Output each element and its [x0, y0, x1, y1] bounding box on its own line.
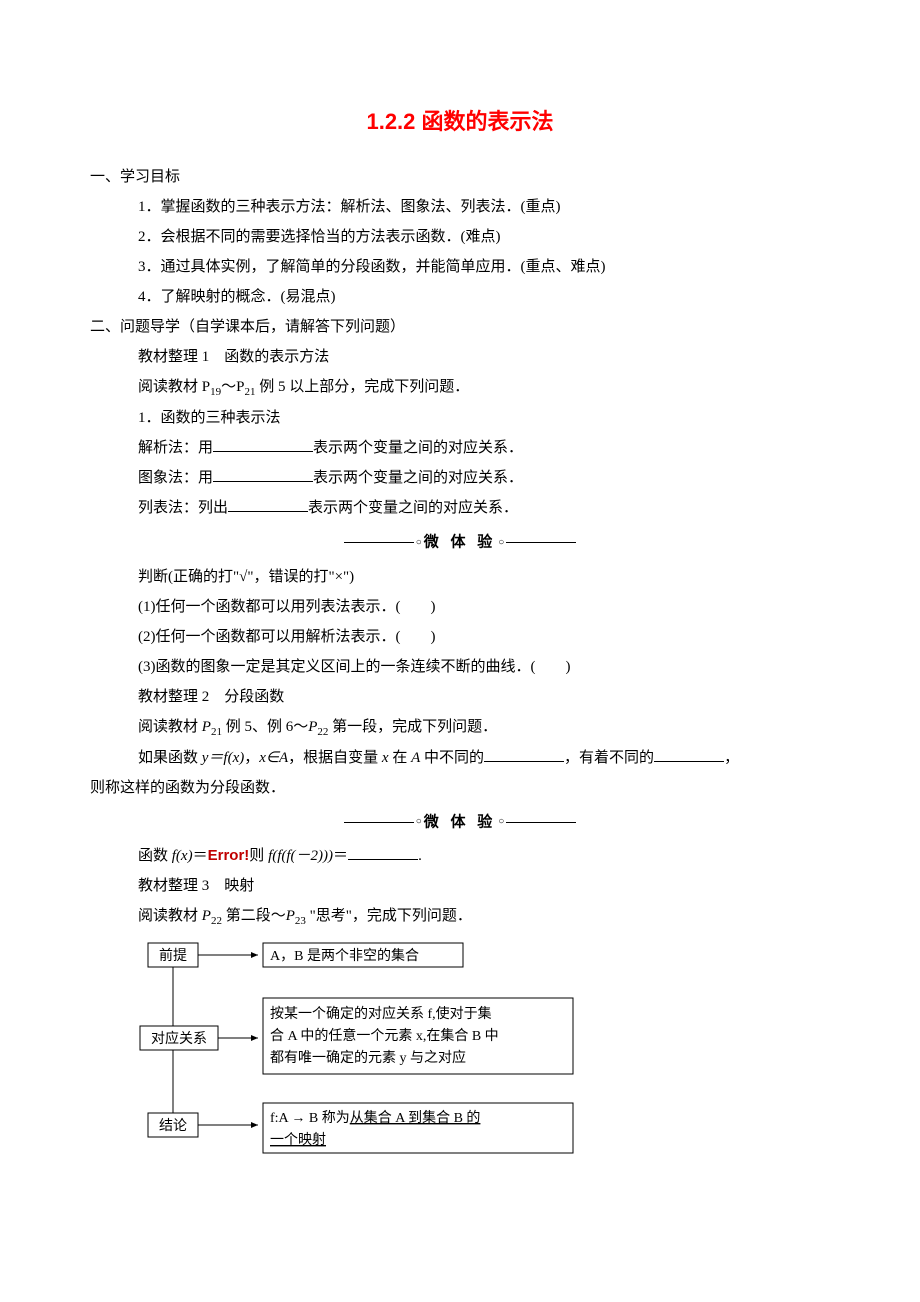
mapping-diagram: 前提 A，B 是两个非空的集合 对应关系 按某一个确定的对应关系 f,使对于集 …	[138, 938, 830, 1168]
sub: 22	[317, 726, 328, 738]
judge-2: (2)任何一个函数都可以用解析法表示．( )	[90, 622, 830, 652]
blank	[228, 498, 308, 513]
diag-n1-desc: A，B 是两个非空的集合	[270, 947, 419, 964]
judge-3: (3)函数的图象一定是其定义区间上的一条连续不断的曲线．( )	[90, 652, 830, 682]
method-2: 图象法：用 表示两个变量之间的对应关系．	[90, 463, 830, 493]
text: P	[308, 719, 317, 735]
text: 第二段～	[222, 908, 286, 924]
block2-definition: 如果函数 y＝f(x)，x∈A，根据自变量 x 在 A 中不同的，有着不同的， …	[90, 743, 830, 803]
text: ～P	[221, 379, 244, 395]
text: ，有着不同的	[564, 750, 654, 766]
text: 如果函数	[138, 750, 202, 766]
text: 函数	[138, 848, 172, 864]
text: 则	[249, 848, 268, 864]
math: y＝f(x)	[202, 750, 244, 766]
blank	[213, 438, 313, 453]
text: "思考"，完成下列问题．	[306, 908, 472, 924]
text: P	[202, 719, 211, 735]
math: x∈A	[259, 750, 288, 766]
text: ＝	[193, 848, 208, 864]
sub: 23	[295, 915, 306, 927]
sub: 22	[211, 915, 222, 927]
goal-3: 3．通过具体实例，了解简单的分段函数，并能简单应用．(重点、难点)	[90, 252, 830, 282]
text: 例 5、例 6～	[222, 719, 308, 735]
goal-4: 4．了解映射的概念．(易混点)	[90, 282, 830, 312]
text: .	[418, 848, 422, 864]
method-3: 列表法：列出 表示两个变量之间的对应关系．	[90, 493, 830, 523]
math: f(x)	[172, 848, 193, 864]
text: 中不同的	[420, 750, 484, 766]
block2-read: 阅读教材 P21 例 5、例 6～P22 第一段，完成下列问题．	[90, 712, 830, 743]
block1-sub1: 1．函数的三种表示法	[90, 403, 830, 433]
text: 阅读教材 P	[138, 379, 210, 395]
text: 图象法：用	[138, 470, 213, 486]
micro-divider-2: ○微 体 验○	[90, 807, 830, 838]
fx-question: 函数 f(x)＝Error!则 f(f(f(－2)))＝.	[90, 841, 830, 871]
micro-label: 微 体 验	[424, 814, 497, 830]
diag-n3-l1: f:A → B 称为从集合 A 到集合 B 的	[270, 1109, 480, 1126]
blank	[484, 747, 564, 762]
diag-n2-l3: 都有唯一确定的元素 y 与之对应	[270, 1049, 466, 1066]
error-text: Error!	[208, 847, 250, 864]
blank	[213, 468, 313, 483]
section-2-heading: 二、问题导学（自学课本后，请解答下列问题）	[90, 312, 830, 342]
text: 解析法：用	[138, 440, 213, 456]
diag-n3-l2: 一个映射	[270, 1132, 326, 1148]
block1-title: 教材整理 1 函数的表示方法	[90, 342, 830, 372]
text: ，	[724, 750, 739, 766]
text: 表示两个变量之间的对应关系．	[313, 440, 523, 456]
block3-read: 阅读教材 P22 第二段～P23 "思考"，完成下列问题．	[90, 901, 830, 932]
block1-read: 阅读教材 P19～P21 例 5 以上部分，完成下列问题．	[90, 372, 830, 403]
method-1: 解析法：用 表示两个变量之间的对应关系．	[90, 433, 830, 463]
text: 列表法：列出	[138, 500, 228, 516]
text: 第一段，完成下列问题．	[328, 719, 497, 735]
text: 阅读教材	[138, 719, 202, 735]
text: 在	[389, 750, 412, 766]
micro-divider-1: ○微 体 验○	[90, 527, 830, 558]
blank	[348, 846, 418, 861]
micro-label: 微 体 验	[424, 535, 497, 551]
sub: 21	[244, 386, 255, 398]
diag-n3: 结论	[159, 1118, 187, 1134]
document-title: 1.2.2 函数的表示法	[90, 100, 830, 144]
diag-n2: 对应关系	[151, 1030, 207, 1047]
math: A	[411, 750, 420, 766]
sub: 21	[211, 726, 222, 738]
math: f(f(f(－2)))	[268, 848, 333, 864]
text: 例 5 以上部分，完成下列问题．	[255, 379, 469, 395]
diag-n2-l2: 合 A 中的任意一个元素 x,在集合 B 中	[270, 1027, 499, 1044]
text: 阅读教材	[138, 908, 202, 924]
goal-2: 2．会根据不同的需要选择恰当的方法表示函数．(难点)	[90, 222, 830, 252]
sub: 19	[210, 386, 221, 398]
blank	[654, 747, 724, 762]
goal-1: 1．掌握函数的三种表示方法：解析法、图象法、列表法．(重点)	[90, 192, 830, 222]
block2-title: 教材整理 2 分段函数	[90, 682, 830, 712]
block3-title: 教材整理 3 映射	[90, 871, 830, 901]
section-1-heading: 一、学习目标	[90, 162, 830, 192]
diag-n2-l1: 按某一个确定的对应关系 f,使对于集	[270, 1005, 492, 1022]
text: ，根据自变量	[288, 750, 382, 766]
text: ＝	[333, 848, 348, 864]
text: 表示两个变量之间的对应关系．	[308, 500, 518, 516]
text: 表示两个变量之间的对应关系．	[313, 470, 523, 486]
math: x	[382, 750, 389, 766]
text: ，	[244, 750, 259, 766]
diag-n1: 前提	[159, 947, 187, 964]
text: P	[286, 908, 295, 924]
block2-tail: 则称这样的函数为分段函数．	[90, 773, 830, 803]
judge-intro: 判断(正确的打"√"，错误的打"×")	[90, 562, 830, 592]
text: P	[202, 908, 211, 924]
judge-1: (1)任何一个函数都可以用列表法表示．( )	[90, 592, 830, 622]
